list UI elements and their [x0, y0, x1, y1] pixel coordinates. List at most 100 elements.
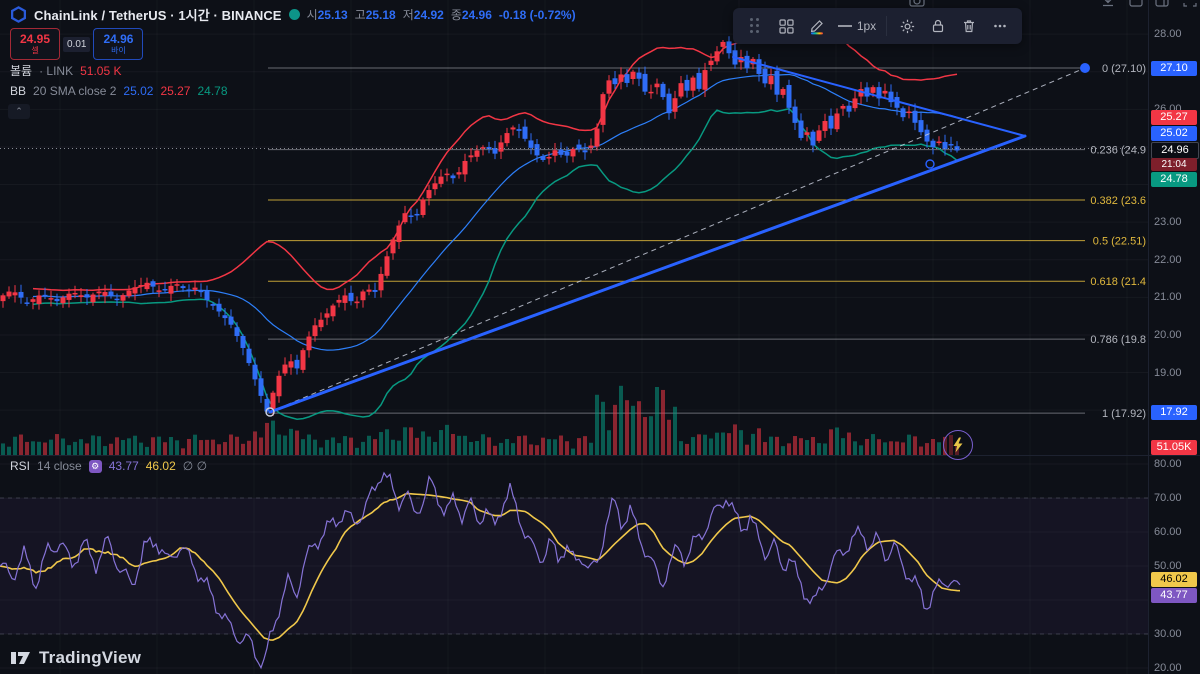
axis-label: 21.00	[1154, 291, 1182, 303]
axis-badge: 24.78	[1151, 172, 1197, 187]
layout-grid-button[interactable]	[772, 12, 800, 40]
brand-text: TradingView	[39, 648, 142, 667]
window-icon[interactable]	[1128, 0, 1144, 10]
rsi-value: 43.77	[108, 459, 139, 473]
axis-badge: 25.27	[1151, 110, 1197, 125]
axis-badge: 46.02	[1151, 572, 1197, 587]
pencil-icon	[810, 20, 823, 35]
fib-label: 0.5 (22.51)	[1093, 236, 1146, 248]
rsi-settings-icon[interactable]: ⚙	[88, 459, 102, 473]
change-value: -0.18 (-0.72%)	[498, 7, 576, 22]
fib-label: 0.618 (21.4	[1090, 276, 1146, 288]
bb-upper-value: 25.27	[160, 84, 191, 98]
bb-lower-value: 24.78	[197, 84, 228, 98]
high-label: 고	[354, 8, 366, 22]
collapse-legend-button[interactable]: ⌃	[8, 104, 30, 119]
axis-badge: 17.92	[1151, 405, 1197, 420]
lock-icon	[932, 19, 944, 33]
volume-value: 51.05 K	[80, 63, 122, 78]
bb-legend[interactable]: BB 20 SMA close 2 25.02 25.27 24.78	[10, 84, 228, 98]
draw-pencil-button[interactable]	[803, 12, 831, 40]
bb-title: BB	[10, 84, 27, 98]
axis-badge: 21:04	[1151, 158, 1197, 171]
volume-legend[interactable]: 볼륨 · LINK 51.05 K	[10, 62, 121, 79]
rsi-pane[interactable]	[0, 471, 1148, 670]
volume-title: 볼륨	[10, 64, 33, 78]
spread-value: 0.01	[63, 36, 91, 52]
axis-badge: 43.77	[1151, 588, 1197, 603]
ellipsis-icon	[994, 24, 1006, 28]
buy-button[interactable]: 24.96 바이	[93, 28, 144, 60]
settings-button[interactable]	[893, 12, 921, 40]
close-label: 종	[450, 8, 462, 22]
tradingview-logo[interactable]: TradingView	[10, 648, 141, 668]
price-axis[interactable]: 28.00 26.00 23.00 22.00 21.00 20.00 19.00 80.00…	[1148, 0, 1200, 674]
layout-grid-icon	[778, 18, 794, 34]
toolbar-separator	[886, 16, 887, 36]
drawing-anchor	[925, 159, 935, 169]
delete-button[interactable]	[955, 12, 983, 40]
tradingview-mark-icon	[11, 652, 30, 664]
market-status-icon[interactable]	[288, 9, 300, 20]
drawing-anchor	[1080, 63, 1090, 73]
user-drawings[interactable]	[265, 56, 1090, 417]
fib-label: 0 (27.10)	[1102, 63, 1146, 75]
axis-label: 23.00	[1154, 216, 1182, 228]
rsi-params: 14 close	[37, 459, 82, 473]
bb-params: 20 SMA close 2	[33, 84, 117, 98]
bollinger-bands[interactable]	[32, 22, 958, 421]
line-width-button[interactable]: 1px	[834, 12, 880, 40]
symbol-legend: ChainLink / TetherUS · 1시간 · BINANCE 시25…	[10, 5, 576, 24]
dashed-trendline	[269, 67, 1086, 413]
line-width-icon	[837, 25, 852, 27]
low-value: 24.92	[413, 8, 444, 22]
chart-canvas[interactable]: 0 (27.10) 0.236 (24.9 0.382 (23.6 0.5 (22.5…	[0, 0, 1148, 674]
volume-suffix: · LINK	[39, 63, 74, 78]
sell-label: 셀	[31, 46, 39, 55]
panel-icon[interactable]	[1154, 0, 1170, 10]
sell-button[interactable]: 24.95 셀	[10, 28, 60, 60]
rsi-ma-line	[0, 492, 961, 641]
volume-series[interactable]	[1, 385, 959, 455]
drawing-toolbar: 1px	[733, 8, 1022, 44]
low-label: 저	[402, 8, 414, 22]
axis-label: 50.00	[1154, 560, 1182, 572]
fib-retracement[interactable]: 0 (27.10) 0.236 (24.9 0.382 (23.6 0.5 (22.5…	[268, 63, 1146, 420]
axis-label: 30.00	[1154, 628, 1182, 640]
symbol-title[interactable]: ChainLink / TetherUS · 1시간 · BINANCE	[34, 8, 282, 23]
ascending-support	[268, 134, 1027, 414]
download-icon[interactable]	[1100, 0, 1116, 10]
rsi-line	[0, 471, 961, 670]
buy-label: 바이	[111, 46, 126, 55]
axis-badge: 27.10	[1151, 61, 1197, 76]
more-options-button[interactable]	[986, 12, 1014, 40]
axis-badge: 25.02	[1151, 126, 1197, 141]
screenshot-camera-icon[interactable]	[908, 0, 926, 10]
drawing-anchor	[265, 407, 275, 417]
lock-button[interactable]	[924, 12, 952, 40]
rsi-ma-value: 46.02	[145, 459, 176, 473]
order-widget: 24.95 셀 0.01 24.96 바이	[10, 28, 144, 60]
fib-label: 0.786 (19.8	[1090, 334, 1146, 346]
axis-badge: 24.96	[1151, 142, 1199, 159]
fullscreen-icon[interactable]	[1182, 0, 1198, 10]
gear-icon	[900, 19, 914, 33]
axis-label: 80.00	[1154, 458, 1182, 470]
top-cropped-icons	[0, 0, 1200, 10]
axis-label: 19.00	[1154, 367, 1182, 379]
open-value: 25.13	[317, 8, 348, 22]
rsi-legend[interactable]: RSI 14 close ⚙ 43.77 46.02 ∅ ∅	[10, 459, 207, 473]
axis-label: 20.00	[1154, 329, 1182, 341]
axis-label: 20.00	[1154, 662, 1182, 674]
pane-divider[interactable]	[0, 455, 1200, 456]
fib-label: 1 (17.92)	[1102, 408, 1146, 420]
axis-label: 22.00	[1154, 254, 1182, 266]
toolbar-drag-handle[interactable]	[741, 12, 769, 40]
fib-label: 0.382 (23.6	[1090, 195, 1146, 207]
axis-badge: 51.05K	[1151, 440, 1197, 455]
high-value: 25.18	[365, 8, 396, 22]
quick-trade-lightning-button[interactable]	[943, 430, 973, 460]
grid-lines	[0, 0, 1148, 674]
rsi-disabled-values: ∅ ∅	[182, 459, 208, 473]
